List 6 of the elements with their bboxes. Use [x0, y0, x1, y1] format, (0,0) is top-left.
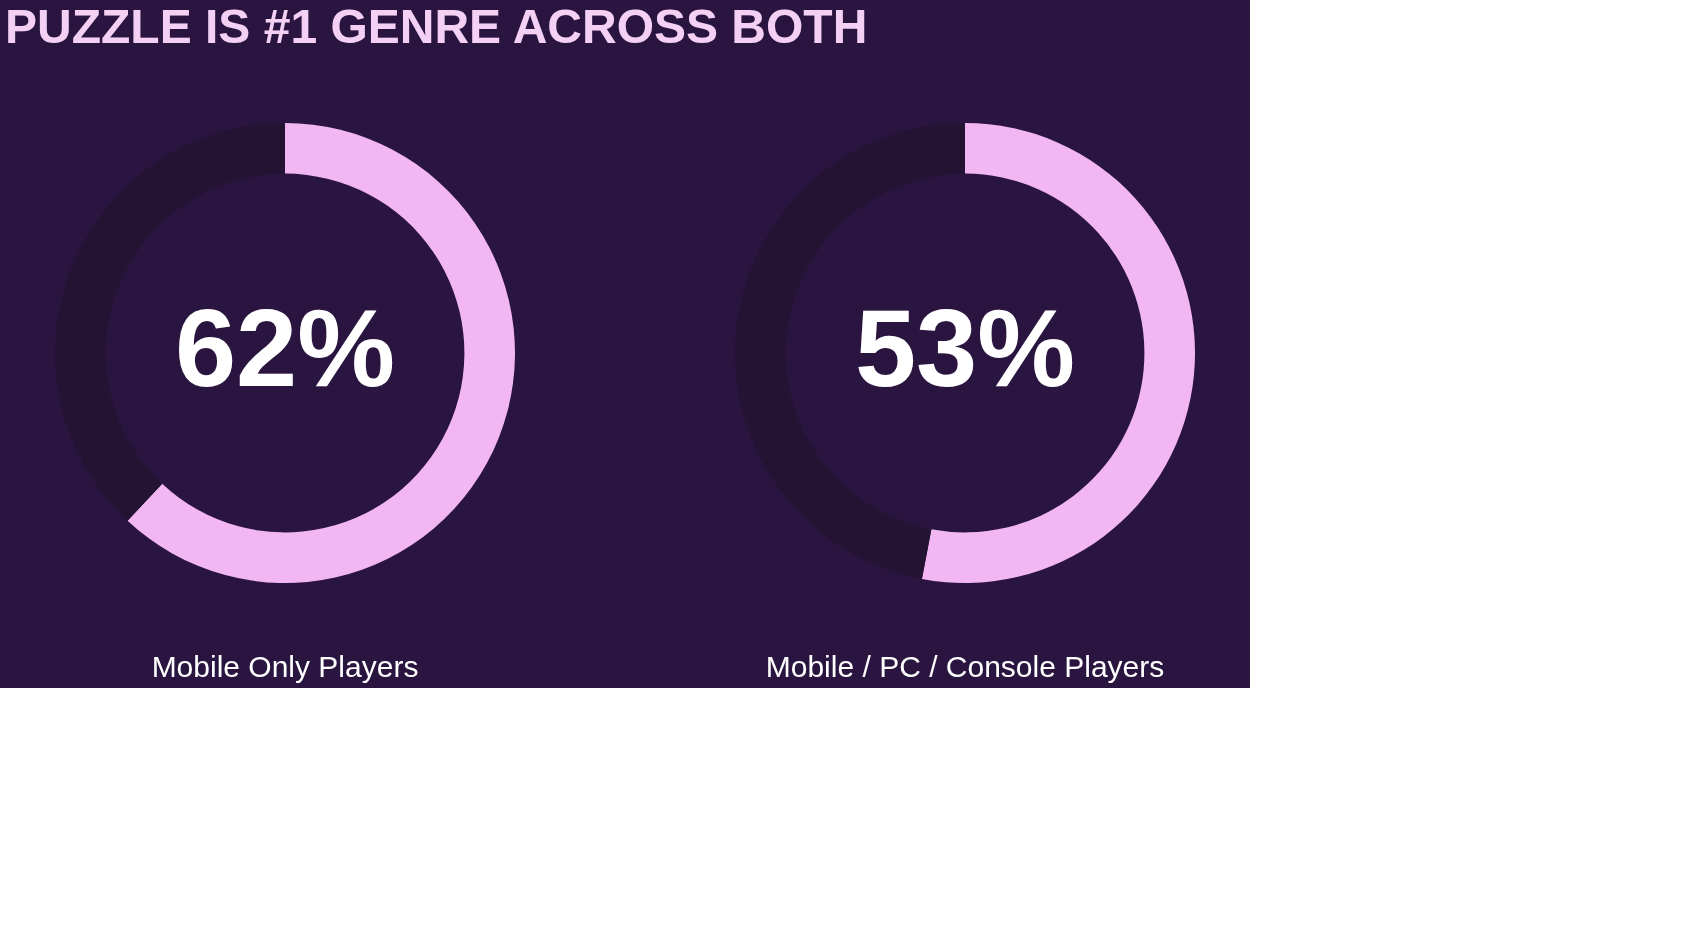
chart-title: PUZZLE IS #1 GENRE ACROSS BOTH — [5, 0, 868, 53]
donut-slice — [127, 123, 515, 583]
text: Mobile Only Players — [151, 650, 419, 683]
data-label: 62% — [174, 286, 396, 409]
data-label: 53% — [854, 286, 1076, 409]
text: Mobile / PC / Console Players — [765, 650, 1165, 683]
